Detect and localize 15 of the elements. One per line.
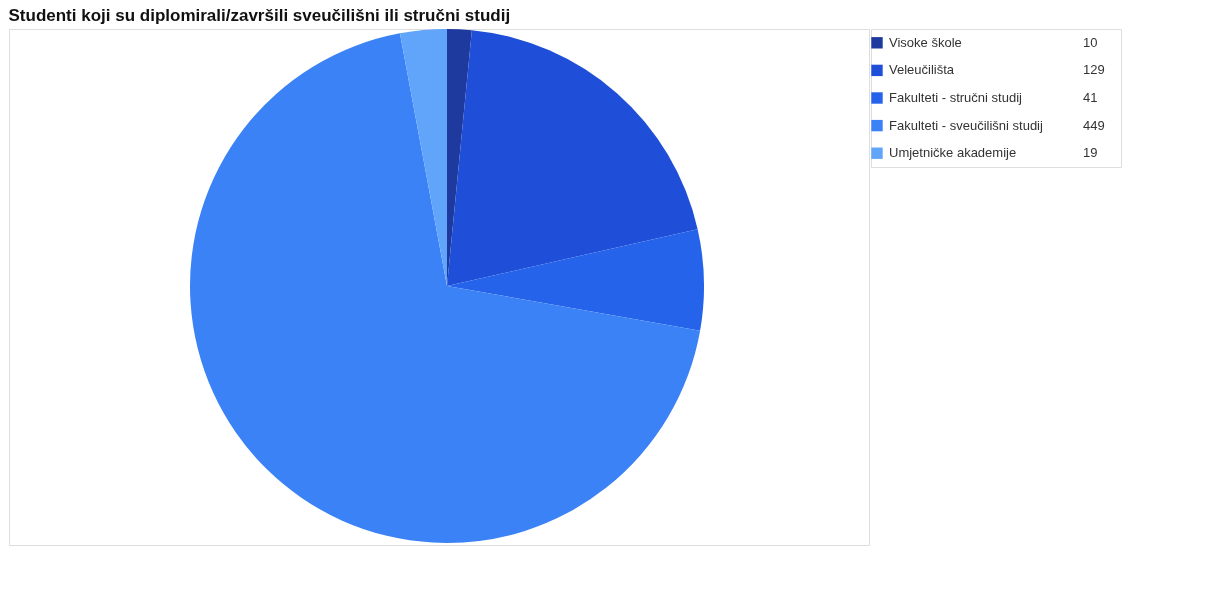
data-label: 129 (1083, 62, 1105, 78)
legend-label: Veleučilišta (889, 62, 955, 78)
legend-label: Umjetničke akademije (889, 145, 1017, 161)
data-label: 41 (1083, 90, 1098, 105)
data-label: 449 (1083, 117, 1105, 133)
pie-slice (447, 229, 704, 331)
legend-label: Fakulteti - stručni studij (889, 90, 1023, 105)
chart-title: Studenti koji su diplomirali/završili sveučilišni ili stručni studij (8, 5, 511, 25)
legend-label: Visoke škole (889, 34, 962, 50)
data-label: 10 (1083, 34, 1098, 50)
pie-slice (447, 30, 698, 286)
pie-slice (399, 29, 447, 286)
legend-label: Fakulteti - sveučilišni studij (889, 117, 1043, 133)
data-label: 19 (1083, 145, 1098, 161)
pie-slice (190, 33, 701, 543)
